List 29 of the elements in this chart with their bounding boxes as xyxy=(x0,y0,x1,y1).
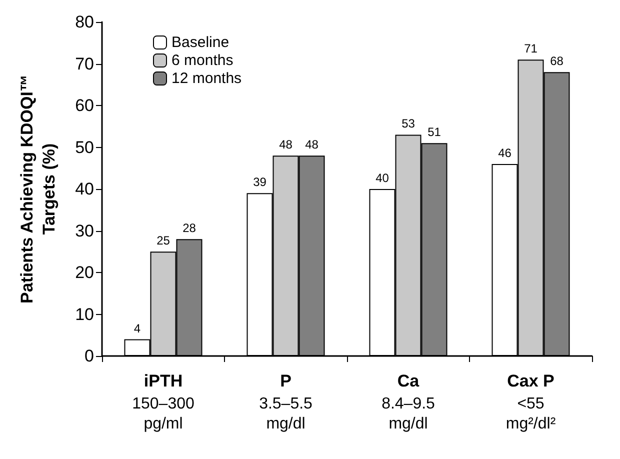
y-tick-label: 10 xyxy=(75,304,94,324)
y-tick-label: 30 xyxy=(75,221,94,240)
data-label: 25 xyxy=(156,234,170,248)
legend-label: Baseline xyxy=(172,34,230,51)
y-tick-label: 80 xyxy=(75,12,94,32)
y-tick-label: 20 xyxy=(75,263,94,282)
y-axis-title: Patients Achieving KDOQI™ Targets (%) xyxy=(18,74,58,304)
x-tick-label: Cax P <55 mg²/dl² xyxy=(506,372,556,432)
data-label: 51 xyxy=(428,125,442,140)
data-label: 68 xyxy=(550,54,564,68)
y-tick-label: 60 xyxy=(75,96,94,115)
x-tick-label: Ca 8.4–9.5 mg/dl xyxy=(382,372,436,432)
legend-label: 6 months xyxy=(172,52,234,69)
data-label: 28 xyxy=(182,221,196,236)
data-label: 48 xyxy=(305,138,319,152)
data-label: 48 xyxy=(279,138,293,152)
data-label: 71 xyxy=(524,42,538,56)
y-tick-label: 0 xyxy=(84,346,94,366)
data-label: 40 xyxy=(376,171,390,185)
data-label: 39 xyxy=(253,175,267,190)
data-label: 4 xyxy=(134,321,141,336)
y-tick-label: 50 xyxy=(75,138,94,157)
legend-label: 12 months xyxy=(172,70,242,87)
y-tick-label: 70 xyxy=(75,54,94,74)
y-tick-label: 40 xyxy=(75,180,94,198)
x-tick-label: iPTH 150–300 pg/ml xyxy=(132,372,194,432)
data-label: 46 xyxy=(498,146,512,160)
x-tick-label: P 3.5–5.5 mg/dl xyxy=(259,372,313,432)
data-label: 53 xyxy=(402,116,416,131)
